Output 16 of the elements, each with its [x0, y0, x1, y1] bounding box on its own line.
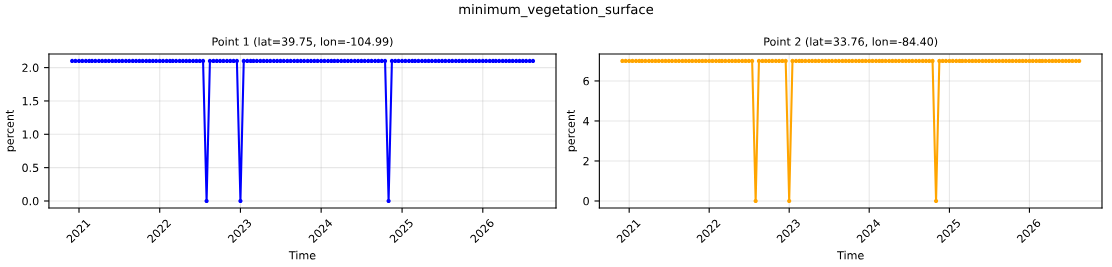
x-axis-title: Time — [288, 250, 316, 260]
y-tick-label: 0.5 — [22, 163, 39, 173]
chart-title: Point 2 (lat=33.76, lon=-84.40) — [764, 37, 938, 48]
x-axis-title: Time — [837, 250, 864, 260]
text: minimum_vegetation_surface — [459, 4, 654, 18]
y-axis-title: percent — [5, 109, 16, 152]
y-tick-label: 6 — [583, 76, 589, 86]
y-tick-label: 2 — [583, 156, 589, 166]
y-tick-label: 1.5 — [22, 97, 39, 106]
y-tick-label: 0.0 — [22, 196, 39, 206]
y-tick-label: 1.0 — [22, 130, 39, 139]
y-tick-label: 4 — [583, 117, 590, 126]
y-axis-title: percent — [566, 109, 578, 152]
y-tick-label: 2.0 — [22, 63, 39, 72]
chart-title: Point 1 (lat=39.75, lon=-104.99) — [212, 37, 393, 48]
y-tick-label: 0 — [583, 196, 589, 206]
